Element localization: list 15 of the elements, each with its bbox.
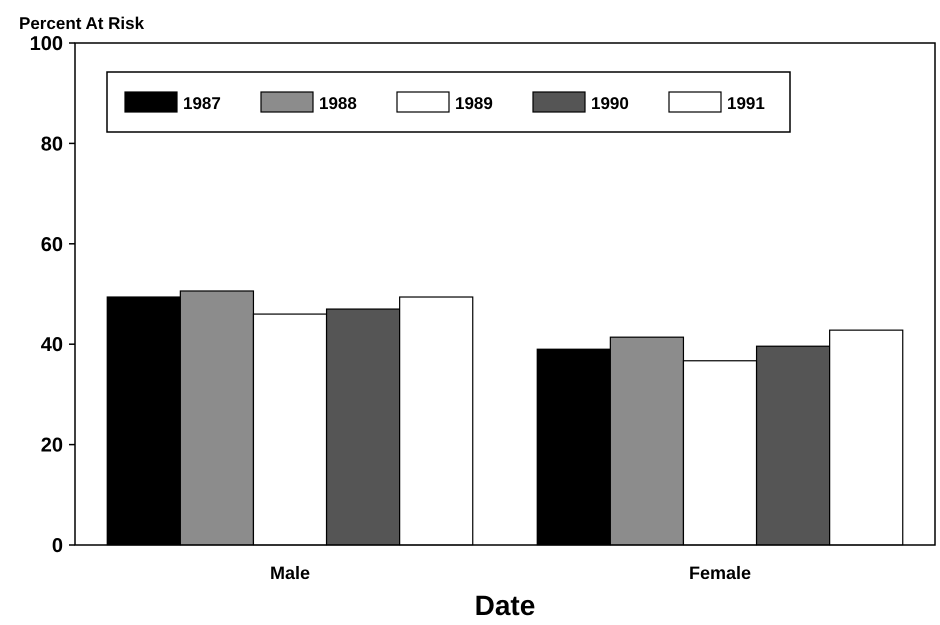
legend-label: 1988 bbox=[319, 94, 357, 113]
legend-label: 1990 bbox=[591, 94, 629, 113]
x-tick-label: Female bbox=[688, 563, 752, 583]
x-tick-label: Male bbox=[270, 563, 310, 583]
legend-label: 1991 bbox=[727, 94, 765, 113]
x-axis-title: Date bbox=[474, 590, 536, 621]
legend-label: 1989 bbox=[455, 94, 493, 113]
y-tick-label: 60 bbox=[40, 234, 63, 256]
legend-label: 1987 bbox=[183, 94, 221, 113]
y-tick-label: 0 bbox=[52, 535, 63, 557]
y-tick-label: 80 bbox=[40, 133, 63, 156]
y-tick-label: 20 bbox=[40, 434, 63, 457]
y-tick-label: 40 bbox=[40, 334, 63, 356]
y-tick-label: 100 bbox=[30, 33, 63, 55]
y-axis-title: Percent At Risk bbox=[19, 14, 145, 33]
